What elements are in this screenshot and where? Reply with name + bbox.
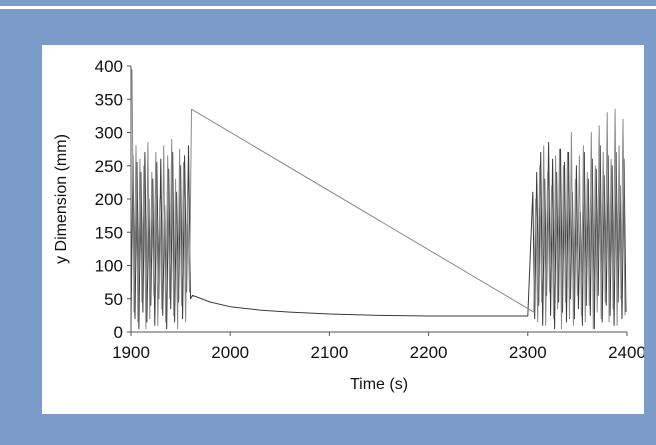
y-tick-label: 50 bbox=[104, 290, 123, 309]
y-tick-label: 0 bbox=[114, 323, 123, 342]
x-tick-label: 1900 bbox=[112, 343, 150, 362]
x-tick-label: 2000 bbox=[211, 343, 249, 362]
y-tick-label: 400 bbox=[95, 57, 123, 76]
line-chart: 0 50 100 150 200 250 300 350 400 1900 2000 2100 2200… bbox=[53, 57, 644, 393]
y-tick-label: 300 bbox=[95, 124, 123, 143]
series-line-2 bbox=[131, 69, 626, 330]
x-tick-label: 2400 bbox=[608, 343, 644, 362]
y-axis-title: y Dimension (mm) bbox=[53, 134, 70, 264]
header-divider bbox=[0, 6, 656, 9]
y-tick-label: 200 bbox=[95, 190, 123, 209]
chart-panel: 0 50 100 150 200 250 300 350 400 1900 2000 2100 2200… bbox=[42, 45, 644, 414]
y-tick-label: 150 bbox=[95, 223, 123, 242]
y-tick-label: 250 bbox=[95, 157, 123, 176]
x-tick-label: 2200 bbox=[410, 343, 448, 362]
series-layer bbox=[130, 69, 627, 330]
x-tick-label: 2100 bbox=[310, 343, 348, 362]
y-tick-label: 100 bbox=[95, 257, 123, 276]
y-tick-label: 350 bbox=[95, 90, 123, 109]
x-tick-label: 2300 bbox=[509, 343, 547, 362]
axes: 0 50 100 150 200 250 300 350 400 1900 2000 2100 2200… bbox=[95, 57, 644, 362]
x-axis-title: Time (s) bbox=[350, 376, 408, 393]
series-line-1 bbox=[130, 142, 627, 330]
